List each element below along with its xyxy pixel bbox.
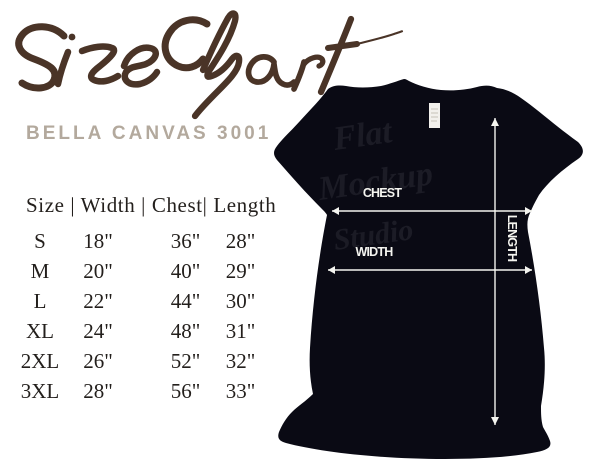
svg-text:CHEST: CHEST [363,186,403,200]
svg-text:WIDTH: WIDTH [356,245,394,259]
svg-text:LENGTH: LENGTH [505,215,519,262]
